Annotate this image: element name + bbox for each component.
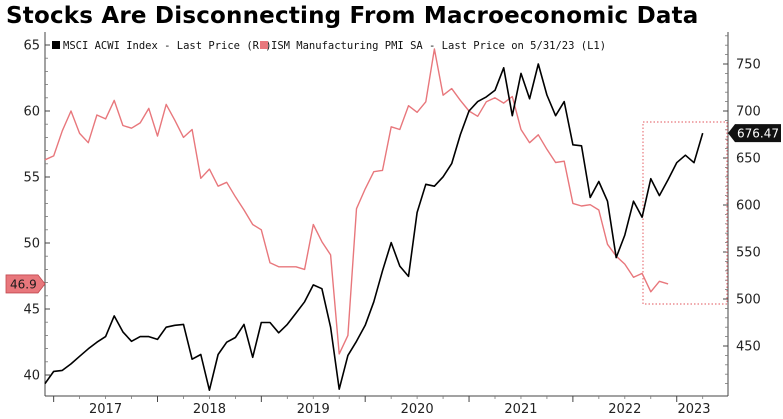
axes (44, 32, 729, 402)
left-tick-label: 55 (23, 171, 40, 186)
right-tick-label: 500 (736, 293, 761, 308)
x-tick-label: 2022 (608, 402, 641, 417)
x-tick-label: 2023 (677, 402, 710, 417)
legend-swatch-msci (52, 41, 60, 49)
x-tick-label: 2020 (401, 402, 434, 417)
msci-last-value-tag: 676.47 (728, 124, 781, 143)
right-tick-label: 550 (736, 246, 761, 261)
x-tick-label: 2018 (193, 402, 226, 417)
divergence-highlight-box (642, 121, 728, 305)
x-tick-label: 2019 (297, 402, 330, 417)
left-tick-label: 60 (23, 105, 40, 120)
last-value-tags: 46.9 676.47 (5, 124, 781, 294)
legend-swatch-pmi (260, 41, 268, 49)
right-tick-label: 650 (736, 152, 761, 167)
right-tick-label: 600 (736, 199, 761, 214)
chart-title: Stocks Are Disconnecting From Macroecono… (6, 3, 699, 29)
msci-series-line (44, 63, 704, 391)
left-tick-label: 50 (23, 237, 40, 252)
tick-labels: 40 45 50 55 60 65 450 500 550 600 650 700 750 2017 201… (23, 39, 760, 418)
legend: MSCI ACWI Index - Last Price (R1) ISM Man… (52, 40, 606, 52)
legend-label-msci: MSCI ACWI Index - Last Price (R1) (63, 40, 272, 52)
series-lines (44, 48, 704, 391)
legend-label-pmi: ISM Manufacturing PMI SA - Last Price on… (271, 40, 606, 52)
pmi-last-value-tag: 46.9 (5, 274, 46, 294)
highlight-box (642, 121, 728, 305)
right-tick-label: 450 (736, 340, 761, 355)
left-tick-label: 45 (23, 303, 40, 318)
right-tick-label: 750 (736, 58, 761, 73)
pmi-series-line (44, 48, 669, 355)
x-tick-label: 2021 (504, 402, 537, 417)
right-tick-label: 700 (736, 105, 761, 120)
msci-last-value-text: 676.47 (737, 127, 779, 141)
left-tick-label: 40 (23, 369, 40, 384)
pmi-last-value-text: 46.9 (10, 277, 37, 291)
left-tick-label: 65 (23, 39, 40, 54)
x-tick-label: 2017 (89, 402, 122, 417)
